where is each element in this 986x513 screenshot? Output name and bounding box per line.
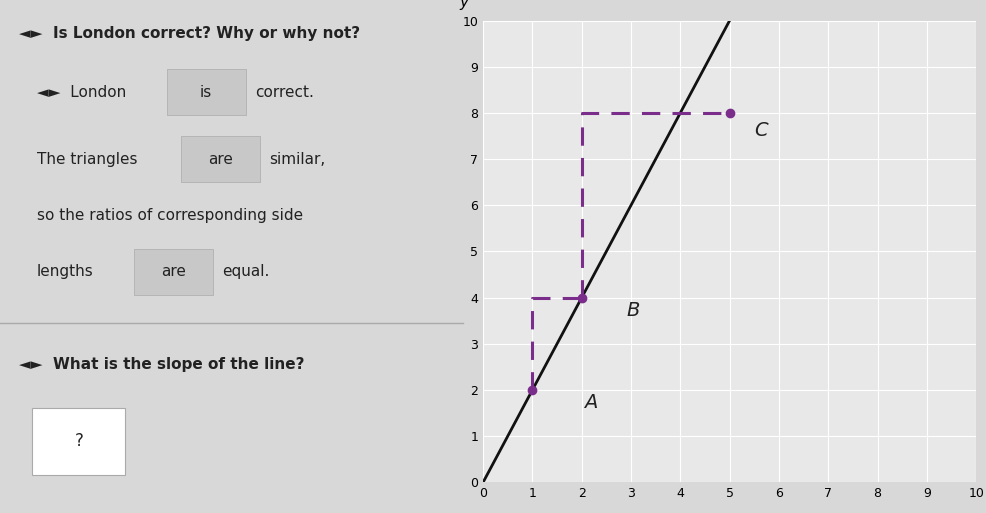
FancyBboxPatch shape	[33, 408, 125, 475]
Text: lengths: lengths	[37, 264, 94, 280]
Text: are: are	[208, 151, 233, 167]
Text: is: is	[200, 85, 212, 100]
Text: ◄►  London: ◄► London	[37, 85, 126, 100]
Text: y: y	[458, 0, 468, 10]
Text: A: A	[584, 393, 598, 412]
Text: The triangles: The triangles	[37, 151, 138, 167]
Text: ◄►  Is London correct? Why or why not?: ◄► Is London correct? Why or why not?	[19, 26, 360, 41]
Text: correct.: correct.	[254, 85, 314, 100]
Text: ?: ?	[74, 432, 83, 450]
Text: C: C	[754, 121, 768, 140]
Text: are: are	[162, 264, 186, 280]
Text: so the ratios of corresponding side: so the ratios of corresponding side	[37, 208, 304, 223]
Text: B: B	[626, 301, 640, 320]
FancyBboxPatch shape	[180, 136, 259, 182]
FancyBboxPatch shape	[167, 69, 246, 115]
Text: equal.: equal.	[223, 264, 270, 280]
Text: similar,: similar,	[269, 151, 325, 167]
FancyBboxPatch shape	[134, 249, 213, 295]
Text: ◄►  What is the slope of the line?: ◄► What is the slope of the line?	[19, 357, 304, 372]
